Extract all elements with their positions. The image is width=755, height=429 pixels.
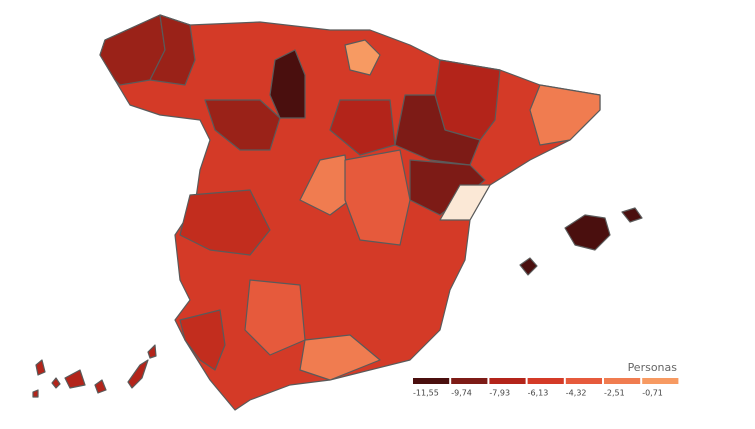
province (244, 279, 306, 356)
legend-swatch (642, 378, 679, 384)
island (127, 359, 149, 389)
province (179, 189, 271, 256)
island (51, 377, 61, 389)
island (94, 379, 107, 394)
province (394, 94, 481, 166)
island (64, 369, 86, 389)
legend-swatch (451, 378, 488, 384)
province (179, 309, 226, 371)
legend-swatch (413, 378, 450, 384)
province (529, 84, 601, 146)
legend-label: -2,51 (604, 389, 625, 398)
province (439, 184, 491, 221)
province (329, 99, 396, 156)
island (35, 359, 46, 376)
province (149, 14, 196, 86)
province (204, 99, 281, 151)
legend-swatch (489, 378, 526, 384)
island (621, 207, 643, 223)
province (344, 39, 381, 76)
province (269, 49, 306, 119)
legend-label: -11,55 (413, 389, 439, 398)
legend-title: Personas (628, 361, 678, 374)
legend-swatch (565, 378, 602, 384)
island (147, 344, 157, 359)
mainland (99, 14, 601, 411)
legend: Personas -11,55 -9,74 -7,93 -6,13 -4,32 -2,51… (413, 361, 679, 398)
legend-label: -0,71 (642, 389, 663, 398)
legend-label: -4,32 (566, 389, 587, 398)
island (564, 214, 611, 251)
legend-label: -7,93 (489, 389, 510, 398)
legend-swatch (604, 378, 641, 384)
legend-label: -9,74 (451, 389, 472, 398)
province (299, 334, 381, 381)
province (299, 154, 351, 216)
canary-islands (32, 344, 157, 398)
province (344, 149, 411, 246)
legend-label: -6,13 (528, 389, 549, 398)
balearic-islands (519, 207, 643, 276)
legend-swatch (527, 378, 564, 384)
island (519, 257, 538, 276)
island (32, 389, 39, 398)
